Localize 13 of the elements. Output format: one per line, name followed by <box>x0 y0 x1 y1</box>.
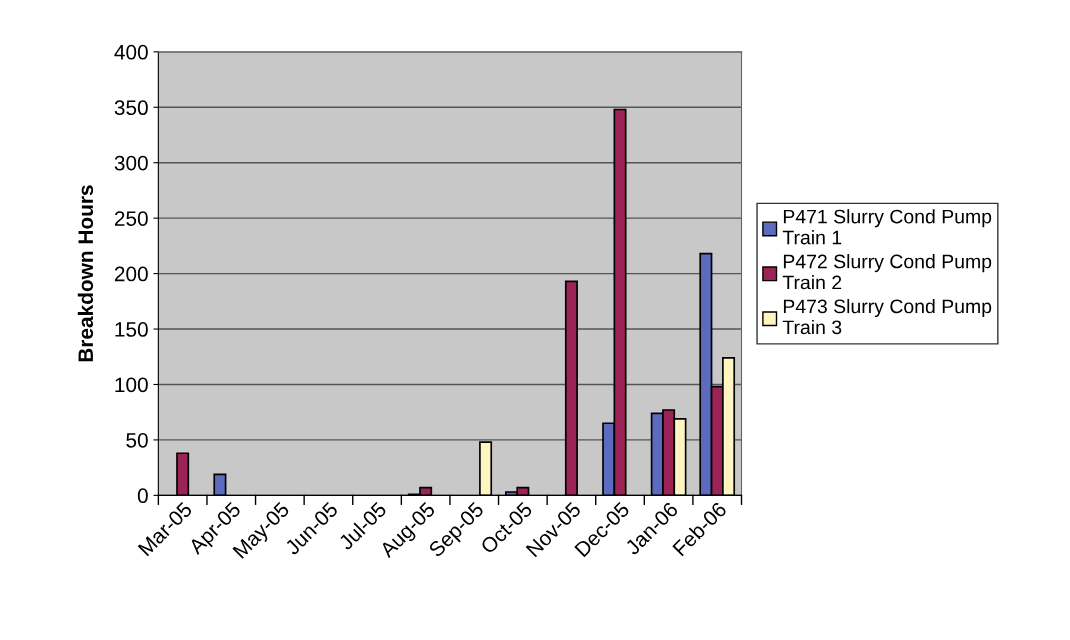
y-tick-label: 300 <box>114 155 148 171</box>
legend-label: P473 Slurry Cond Pump Train 3 <box>782 298 992 335</box>
legend-label: P471 Slurry Cond Pump Train 1 <box>782 209 992 245</box>
y-tick-label: 400 <box>114 44 148 60</box>
legend-label: P472 Slurry Cond Pump Train 2 <box>782 254 992 290</box>
y-tick-label: 350 <box>114 100 148 116</box>
y-tick-label: 150 <box>115 322 148 337</box>
y-tick-label: 50 <box>126 432 148 448</box>
y-tick-label: 100 <box>115 377 148 393</box>
y-tick-label: 250 <box>114 211 148 226</box>
y-tick-label: 200 <box>114 266 148 282</box>
y-axis-title: Breakdown Hours <box>77 185 94 362</box>
y-tick-label: 0 <box>137 488 148 504</box>
